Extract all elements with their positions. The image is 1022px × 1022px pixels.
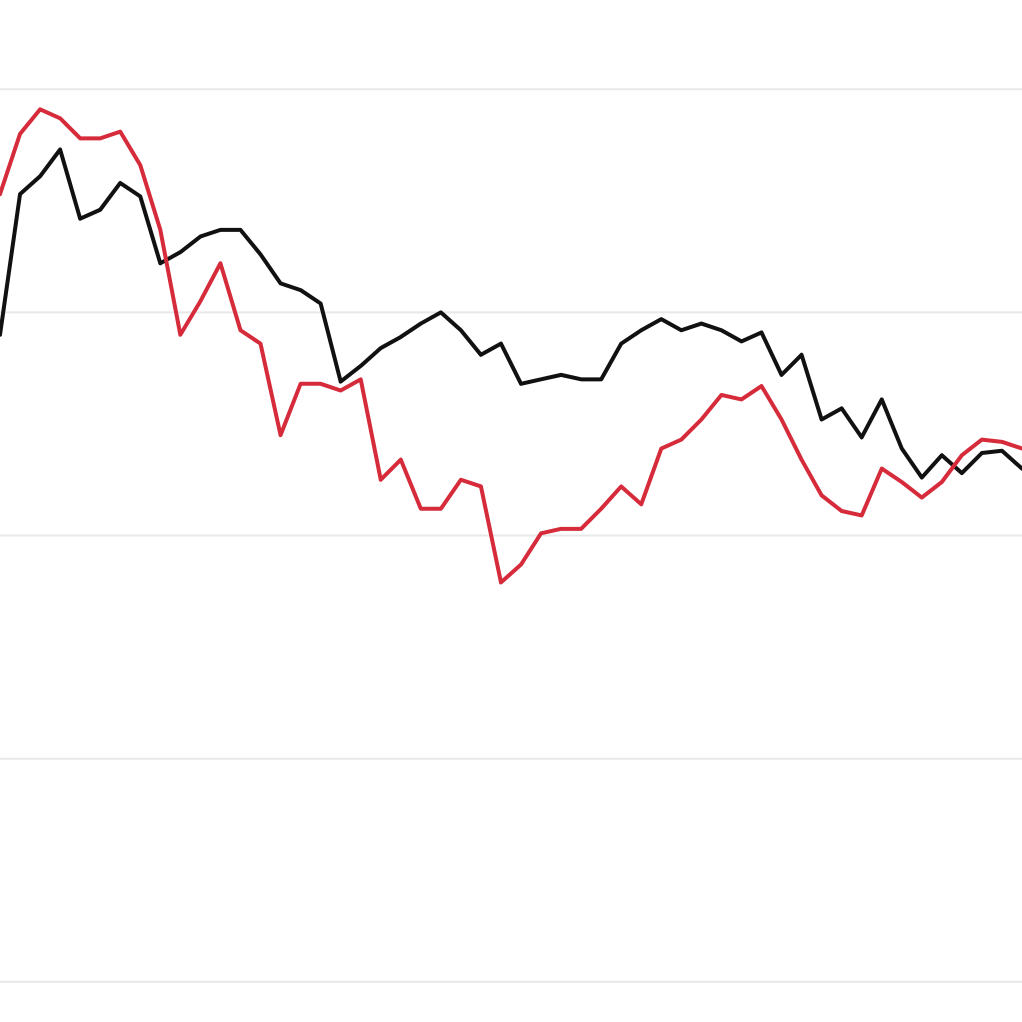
series-line xyxy=(0,147,1022,480)
series-line xyxy=(0,107,1022,585)
